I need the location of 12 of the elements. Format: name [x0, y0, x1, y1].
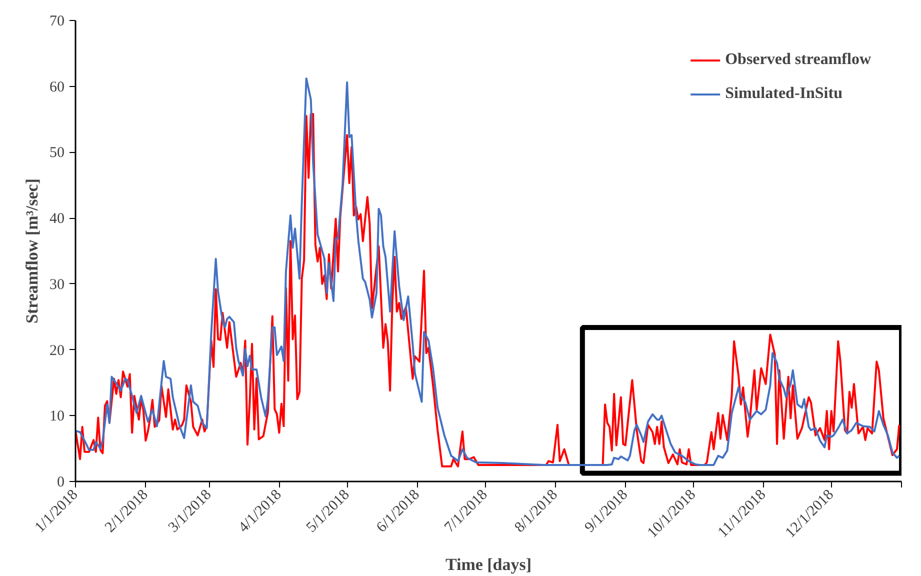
y-tick-label: 60 [50, 79, 64, 96]
y-tick-label: 10 [50, 408, 64, 425]
y-tick-label: 40 [50, 211, 64, 228]
y-tick-label: 50 [50, 145, 64, 162]
y-tick-label: 20 [50, 342, 64, 359]
y-tick-label: 0 [57, 474, 64, 490]
legend-label: Observed streamflow [725, 51, 871, 69]
legend-label: Simulated-InSitu [725, 85, 842, 103]
y-axis-title: Streamflow [m³/sec] [22, 178, 42, 324]
y-tick-label: 70 [50, 14, 64, 30]
y-tick-label: 30 [50, 276, 64, 293]
x-axis-title: Time [days] [445, 554, 532, 574]
